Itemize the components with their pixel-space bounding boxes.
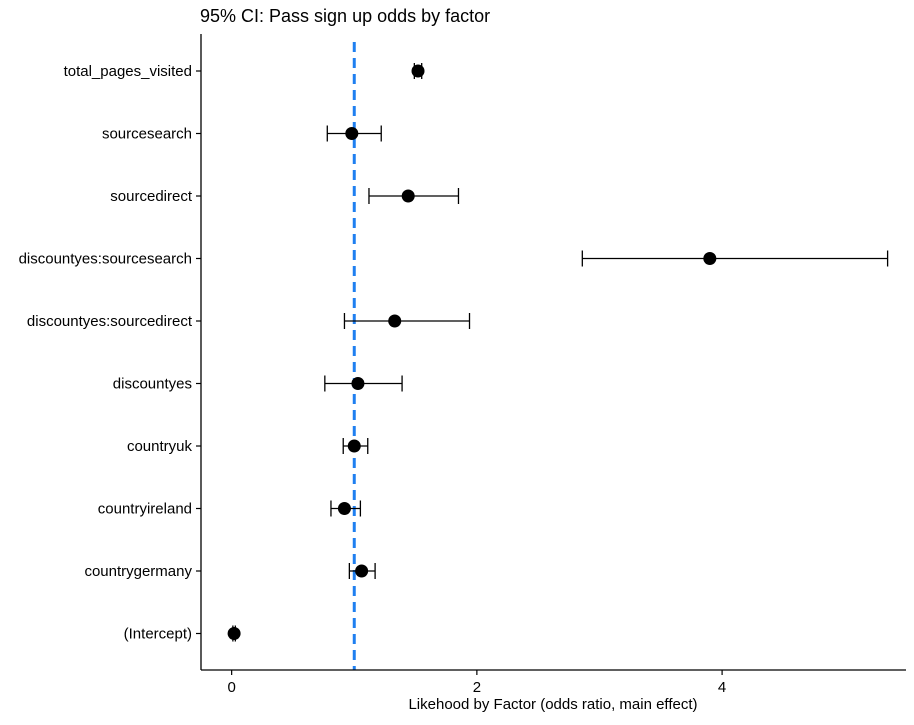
- y-tick-label: countryuk: [127, 438, 193, 455]
- ci-row-9: [227, 625, 241, 642]
- y-tick-label: total_pages_visited: [64, 63, 192, 80]
- x-tick-label: 4: [718, 679, 726, 696]
- estimate-point: [345, 127, 359, 140]
- estimate-point: [703, 252, 717, 265]
- x-ticks: 0 2 4: [227, 670, 726, 696]
- estimate-point: [388, 314, 402, 328]
- ci-row-7: [330, 500, 362, 517]
- estimate-point: [401, 189, 415, 203]
- ci-row-8: [348, 563, 376, 579]
- estimate-point: [337, 502, 351, 515]
- estimate-point: [347, 439, 361, 453]
- ci-row-4: [343, 313, 471, 329]
- x-tick-label: 2: [473, 679, 481, 696]
- x-tick-label: 0: [227, 679, 235, 696]
- estimate-point: [227, 627, 241, 640]
- y-tick-label: discountyes:sourcesearch: [19, 251, 192, 268]
- estimate-point: [351, 377, 365, 390]
- chart-title: 95% CI: Pass sign up odds by factor: [200, 6, 490, 26]
- y-tick-label: discountyes:sourcedirect: [27, 313, 193, 330]
- ci-row-1: [326, 125, 382, 142]
- y-tick-label: countrygermany: [84, 563, 192, 580]
- y-tick-label: sourcesearch: [102, 126, 192, 143]
- ci-row-6: [342, 438, 369, 454]
- x-axis-label: Likehood by Factor (odds ratio, main eff…: [408, 696, 697, 713]
- y-tick-labels: total_pages_visited sourcesearch sourcedir…: [19, 63, 201, 643]
- y-tick-label: discountyes: [113, 376, 192, 393]
- estimate-point: [411, 64, 425, 78]
- y-tick-label: countryireland: [98, 501, 192, 518]
- ci-row-5: [324, 375, 403, 392]
- ci-row-3: [581, 250, 889, 267]
- estimate-point: [355, 564, 369, 578]
- y-tick-label: (Intercept): [124, 626, 192, 643]
- axes-layer: [200, 34, 906, 671]
- ci-row-2: [368, 188, 460, 204]
- marks-layer: [227, 63, 889, 642]
- y-tick-label: sourcedirect: [110, 188, 193, 205]
- ci-row-0: [411, 63, 425, 79]
